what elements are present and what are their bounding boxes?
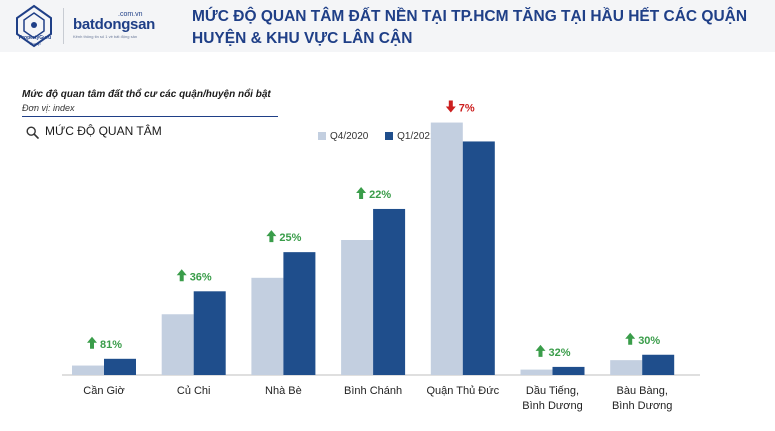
batdongsan-tagline: Kênh thông tin số 1 về bất động sản [73, 34, 138, 39]
change-data-label: 25% [279, 232, 301, 244]
x-tick-label: Nhà Bè [265, 385, 302, 397]
legend-label-q1: Q1/2021 [397, 131, 436, 142]
change-data-label: 36% [190, 271, 212, 283]
arrow-down-icon [445, 100, 456, 113]
bar-q1 [104, 358, 136, 375]
legend-item-q4: Q4/2020 [318, 131, 368, 142]
legend-item-q1: Q1/2021 [385, 131, 436, 142]
x-tick-label: Củ Chi [177, 385, 211, 397]
bar-q4 [251, 277, 284, 375]
arrow-up-icon [535, 344, 546, 357]
header-bar: PropertyGuru Group .com.vn batdongsan Kê… [0, 0, 775, 52]
chart-unit: Đơn vị: index [22, 103, 75, 113]
bar-q1 [552, 366, 585, 375]
propertyguru-logo-icon [16, 4, 52, 48]
logo-divider [63, 8, 64, 44]
batdongsan-domain: .com.vn [118, 11, 143, 18]
change-data-label: 32% [549, 347, 571, 359]
metric-label: MỨC ĐỘ QUAN TÂM [45, 124, 162, 138]
x-tick-label: Quận Thủ Đức [427, 385, 500, 397]
bar-q4 [430, 122, 463, 375]
change-data-label: 7% [459, 103, 475, 115]
arrow-up-icon [356, 186, 367, 199]
legend-swatch-q4 [318, 132, 326, 141]
bar-q4 [520, 369, 553, 375]
bar-q4 [72, 365, 104, 375]
bar-q4 [610, 360, 643, 375]
x-tick-label: Bình Chánh [344, 385, 402, 397]
x-tick-label: Dầu Tiếng, Bình Dương [522, 385, 582, 412]
arrow-up-icon [176, 269, 187, 282]
legend-swatch-q1 [385, 132, 394, 141]
batdongsan-logo: batdongsan [73, 16, 155, 33]
change-data-label: 22% [369, 189, 391, 201]
bar-q1 [193, 291, 226, 375]
bar-q4 [161, 314, 194, 375]
propertyguru-logo-text: PropertyGuru [18, 35, 52, 41]
propertyguru-group-text: Group [29, 41, 41, 46]
bar-q1 [642, 354, 675, 375]
arrow-up-icon [625, 332, 636, 345]
bar-q1 [283, 252, 316, 375]
page-title: MỨC ĐỘ QUAN TÂM ĐẤT NỀN TẠI TP.HCM TĂNG … [192, 8, 748, 47]
legend-label-q4: Q4/2020 [330, 131, 369, 142]
subtitle-rule [22, 116, 278, 117]
search-icon [26, 126, 39, 139]
x-tick-label: Bàu Bàng, Bình Dương [612, 385, 672, 412]
change-data-label: 81% [100, 339, 122, 351]
bar-q1 [462, 141, 495, 375]
bar-q4 [341, 240, 374, 375]
x-tick-label: Cần Giờ [83, 385, 124, 397]
chart-subtitle: Mức độ quan tâm đất thổ cư các quận/huyệ… [22, 89, 271, 100]
bar-q1 [373, 208, 406, 375]
arrow-up-icon [87, 336, 97, 349]
arrow-up-icon [266, 230, 277, 243]
chart-legend: Q4/2020 Q1/2021 [318, 131, 450, 142]
change-data-label: 30% [638, 335, 660, 347]
